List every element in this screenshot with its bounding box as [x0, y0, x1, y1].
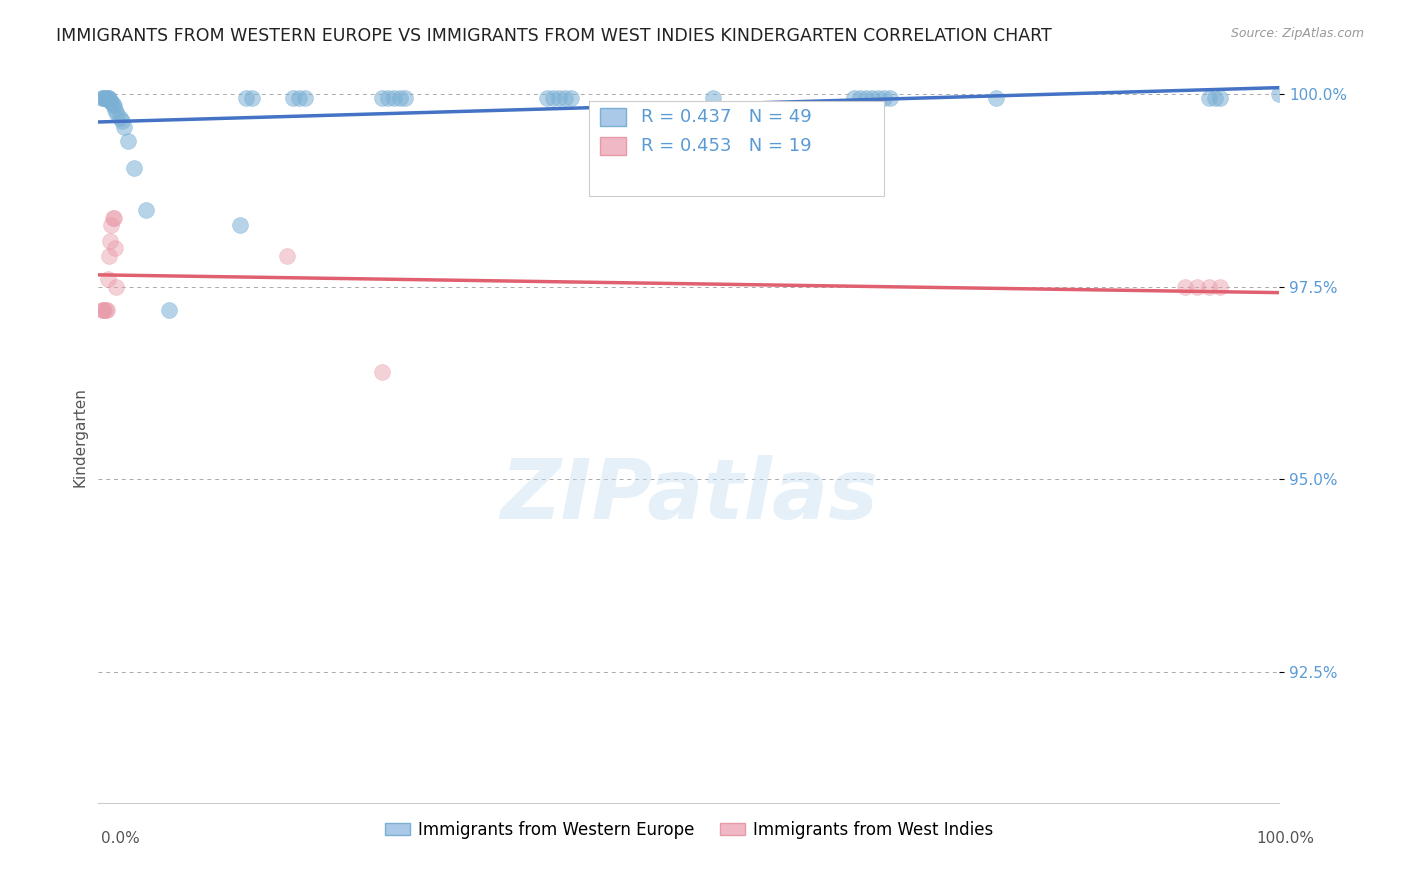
Point: [94, 303, 117, 318]
Point: [91, 303, 114, 318]
Point: [1204, 91, 1226, 105]
Text: R = 0.437   N = 49: R = 0.437 N = 49: [641, 108, 811, 126]
Point: [98, 234, 121, 248]
Point: [105, 106, 128, 120]
Point: [1209, 91, 1232, 105]
Point: [104, 103, 127, 117]
Point: [548, 91, 571, 105]
Point: [377, 91, 399, 105]
Point: [702, 91, 724, 105]
Point: [1174, 280, 1197, 294]
Point: [135, 202, 157, 217]
Point: [1185, 280, 1208, 294]
Text: R = 0.453   N = 19: R = 0.453 N = 19: [641, 137, 811, 155]
Y-axis label: Kindergarten: Kindergarten: [72, 387, 87, 487]
Point: [96, 303, 118, 318]
Point: [388, 91, 411, 105]
Point: [93, 303, 115, 318]
Point: [288, 91, 311, 105]
Point: [276, 249, 298, 263]
Point: [98, 91, 121, 105]
Point: [101, 211, 124, 225]
Point: [1198, 280, 1220, 294]
Point: [117, 134, 139, 148]
Point: [103, 99, 125, 113]
Point: [860, 91, 883, 105]
Point: [229, 219, 252, 233]
Point: [105, 280, 128, 294]
Point: [122, 161, 145, 175]
Point: [1268, 87, 1291, 102]
Point: [394, 91, 416, 105]
Text: ZIPatlas: ZIPatlas: [501, 455, 877, 536]
Text: 100.0%: 100.0%: [1257, 831, 1315, 846]
Text: Source: ZipAtlas.com: Source: ZipAtlas.com: [1230, 27, 1364, 40]
Point: [93, 91, 115, 105]
Bar: [600, 137, 626, 155]
Point: [112, 120, 135, 134]
Legend: Immigrants from Western Europe, Immigrants from West Indies: Immigrants from Western Europe, Immigran…: [378, 814, 1000, 846]
Point: [97, 91, 120, 105]
Point: [382, 91, 405, 105]
Point: [849, 91, 872, 105]
Text: IMMIGRANTS FROM WESTERN EUROPE VS IMMIGRANTS FROM WEST INDIES KINDERGARTEN CORRE: IMMIGRANTS FROM WESTERN EUROPE VS IMMIGR…: [56, 27, 1052, 45]
Point: [104, 242, 127, 256]
Point: [536, 91, 558, 105]
Point: [98, 249, 121, 263]
Point: [294, 91, 316, 105]
Point: [554, 91, 576, 105]
Point: [100, 219, 122, 233]
Point: [235, 91, 257, 105]
Point: [879, 91, 901, 105]
Point: [283, 91, 305, 105]
Point: [111, 114, 134, 128]
Point: [844, 91, 866, 105]
Point: [98, 94, 121, 108]
Point: [873, 91, 896, 105]
Point: [855, 91, 877, 105]
Point: [371, 365, 394, 379]
Text: 0.0%: 0.0%: [101, 831, 141, 846]
Point: [96, 91, 118, 105]
Point: [157, 303, 180, 318]
Point: [103, 211, 125, 225]
Point: [541, 91, 564, 105]
Point: [100, 95, 122, 110]
Point: [97, 272, 120, 286]
Point: [240, 91, 263, 105]
Point: [91, 303, 114, 318]
Point: [94, 91, 117, 105]
Point: [101, 96, 124, 111]
Point: [1209, 280, 1232, 294]
Point: [91, 91, 114, 105]
Point: [108, 111, 131, 125]
Bar: [600, 108, 626, 127]
Point: [984, 91, 1007, 105]
Point: [866, 91, 889, 105]
Point: [371, 91, 394, 105]
Point: [1198, 91, 1220, 105]
Point: [560, 91, 582, 105]
FancyBboxPatch shape: [589, 101, 884, 195]
Point: [91, 91, 114, 105]
